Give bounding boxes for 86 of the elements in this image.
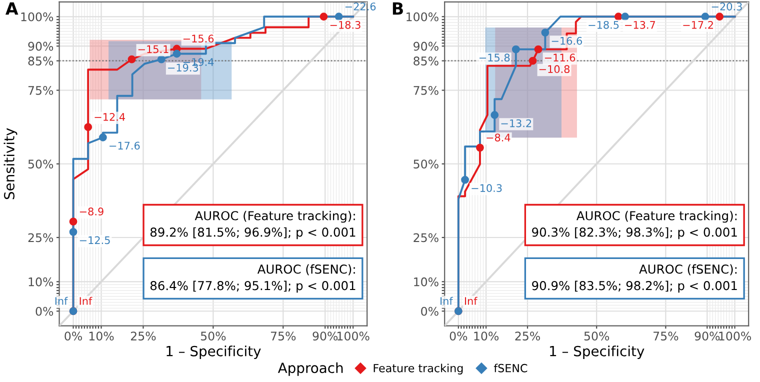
x-axis-title: 1 – Specificity	[550, 346, 644, 360]
annotation: −12.5	[80, 236, 110, 244]
point	[69, 228, 78, 236]
point	[476, 144, 484, 152]
annotation: −8.4	[486, 134, 510, 142]
annotation: Inf	[80, 296, 92, 305]
y-tick-label: 50%	[28, 160, 54, 169]
y-tick-label: 0%	[36, 306, 54, 316]
point	[157, 55, 166, 64]
annotation: −17.2	[683, 20, 713, 29]
point	[69, 218, 78, 226]
y-tick-label: 25%	[28, 233, 54, 242]
annotation: Inf	[55, 296, 68, 305]
y-tick-label: 90%	[28, 42, 54, 51]
y-tick-label: 90%	[414, 42, 438, 51]
y-tick-label: 0%	[421, 306, 438, 316]
annotation: −19.3	[168, 64, 198, 72]
y-tick-label: 10%	[28, 277, 54, 286]
annotation: −8.9	[80, 208, 104, 216]
y-tick-label: 85%	[28, 56, 54, 66]
point	[490, 111, 499, 119]
x-tick-label: 90%	[312, 332, 338, 341]
x-tick-label: 25%	[515, 332, 540, 341]
y-tick-label: 100%	[21, 12, 54, 22]
annotation: −17.6	[110, 142, 140, 150]
x-tick-label: 50%	[584, 332, 610, 341]
y-tick-label: 75%	[414, 86, 438, 95]
y-tick-label: 75%	[28, 86, 54, 95]
x-tick-label: 100%	[338, 332, 370, 341]
x-axis-title: 1 – Specificity	[166, 346, 261, 360]
point	[128, 55, 136, 64]
point	[461, 176, 470, 184]
annotation: −15.6	[183, 34, 214, 43]
y-tick-label: 50%	[414, 160, 438, 169]
point	[614, 12, 622, 21]
y-tick-label: 25%	[414, 233, 438, 242]
annotation: Inf	[440, 296, 454, 305]
x-tick-label: 0%	[450, 332, 468, 341]
point	[534, 45, 542, 54]
annotation: −20.3	[712, 2, 742, 10]
x-tick-label: 10%	[474, 332, 499, 341]
point	[528, 56, 537, 65]
x-tick-label: 50%	[200, 332, 226, 341]
x-tick-label: 10%	[89, 332, 114, 341]
annotation: −10.3	[472, 184, 502, 192]
annotation: AUROC (Feature tracking): 89.2% [81.5%; 96.9%]; p < 0.001	[150, 210, 356, 240]
point	[334, 12, 343, 21]
point	[320, 12, 328, 21]
y-tick-label: 85%	[414, 56, 438, 66]
x-tick-label: 100%	[719, 332, 752, 341]
y-tick-label: 10%	[414, 277, 438, 286]
annotation: AUROC (Feature tracking): 90.3% [82.3%; 98.3%]; p < 0.001	[532, 210, 737, 240]
point	[716, 12, 724, 21]
x-tick-label: 90%	[694, 332, 720, 341]
annotation: −18.5	[588, 20, 619, 29]
annotation: AUROC (fSENC): 90.9% [83.5%; 98.2%]; p < 0.001	[532, 264, 737, 293]
legend-label: Feature tracking	[374, 364, 463, 374]
point	[701, 12, 710, 21]
point	[621, 12, 630, 21]
point	[98, 133, 107, 142]
chart-title: A	[5, 2, 18, 15]
y-axis-title: Sensitivity	[4, 128, 18, 200]
annotation: −13.7	[625, 20, 656, 29]
annotation: AUROC (fSENC): 86.4% [77.8%; 95.1%]; p < 0.001	[150, 264, 356, 293]
annotation: Inf	[464, 296, 478, 305]
x-tick-label: 75%	[270, 332, 296, 341]
legend-title: Approach	[278, 362, 343, 376]
annotation: −16.6	[552, 36, 582, 45]
annotation: −19.4	[183, 58, 214, 66]
point	[84, 123, 92, 132]
x-tick-label: 25%	[130, 332, 156, 341]
annotation: −11.6	[544, 54, 576, 62]
point	[512, 45, 520, 54]
annotation: −15.8	[480, 54, 510, 62]
chart-title: B	[392, 2, 403, 15]
annotation: −15.1	[138, 45, 168, 54]
x-tick-label: 0%	[64, 332, 82, 341]
legend-label: fSENC	[494, 364, 528, 372]
annotation: −10.8	[539, 65, 570, 74]
annotation: −13.2	[501, 119, 532, 128]
point	[172, 50, 181, 58]
annotation: −12.4	[94, 113, 125, 121]
annotation: −18.3	[330, 20, 360, 29]
x-tick-label: 75%	[654, 332, 678, 341]
point	[541, 28, 550, 36]
y-tick-label: 100%	[406, 12, 438, 22]
